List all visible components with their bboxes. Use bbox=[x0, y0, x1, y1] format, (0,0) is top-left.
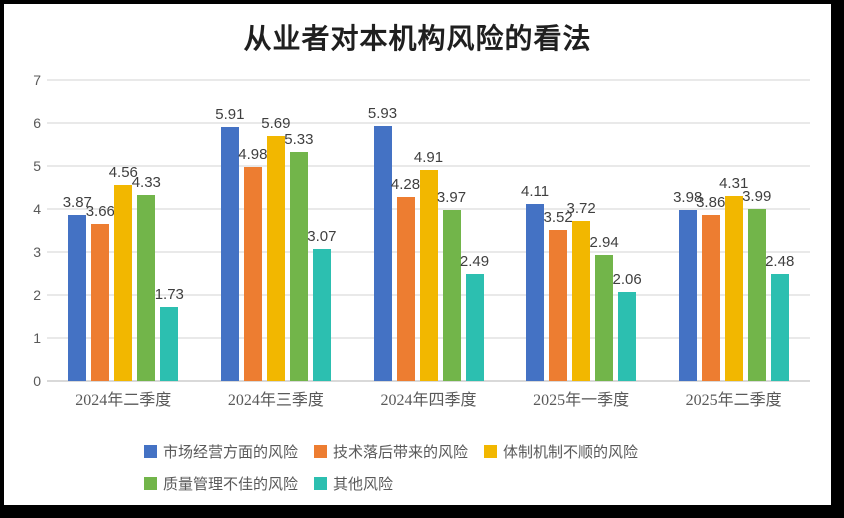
legend-swatch-tech-lag-risk bbox=[314, 445, 328, 458]
data-label-market-operation-risk-group3: 5.93 bbox=[367, 105, 398, 122]
data-label-market-operation-risk-group1: 3.87 bbox=[62, 193, 92, 211]
bar-market-operation-risk-group1 bbox=[68, 214, 87, 381]
bar-market-operation-risk-group4 bbox=[526, 204, 545, 381]
legend-swatch-quality-management-risk bbox=[144, 477, 157, 490]
data-label-system-mechanism-risk-group5: 4.31 bbox=[719, 174, 749, 192]
data-label-quality-management-risk-group4: 2.94 bbox=[589, 233, 619, 251]
bar-quality-management-risk-group4 bbox=[595, 254, 614, 381]
bar-system-mechanism-risk-group4 bbox=[572, 221, 591, 381]
legend-label-market-operation-risk: 市场经营方面的风险 bbox=[163, 445, 299, 461]
legend-item-market-operation-risk: 市场经营方面的风险 bbox=[144, 441, 298, 462]
data-label-other-risk-group4: 2.06 bbox=[612, 271, 642, 289]
bar-market-operation-risk-group5 bbox=[678, 209, 697, 381]
data-label-system-mechanism-risk-group3: 4.91 bbox=[413, 148, 444, 166]
x-axis-label-group1: 2024年二季度 bbox=[75, 392, 172, 409]
data-label-market-operation-risk-group4: 4.11 bbox=[521, 183, 550, 201]
bar-tech-lag-risk-group2 bbox=[243, 166, 262, 381]
y-axis-tick-0: 0 bbox=[33, 373, 41, 389]
bar-other-risk-group2 bbox=[312, 248, 331, 381]
bar-tech-lag-risk-group3 bbox=[396, 196, 415, 381]
bar-tech-lag-risk-group4 bbox=[549, 229, 568, 381]
gridline-y6 bbox=[47, 122, 810, 124]
x-axis-label-group5: 2025年二季度 bbox=[685, 392, 782, 409]
plot-area: 0 1 2 3 4 5 6 7 3.87 3.66 4.56 4.33 1.73 2024年二季度 5.91… bbox=[4, 4, 831, 505]
legend-item-system-mechanism-risk: 体制机制不顺的风险 bbox=[484, 441, 638, 462]
data-label-system-mechanism-risk-group4: 3.72 bbox=[566, 200, 596, 218]
bar-other-risk-group3 bbox=[465, 273, 484, 381]
data-label-tech-lag-risk-group5: 3.86 bbox=[696, 194, 726, 212]
y-axis-tick-3: 3 bbox=[33, 244, 41, 260]
data-label-quality-management-risk-group5: 3.99 bbox=[742, 188, 772, 206]
legend-item-quality-management-risk: 质量管理不佳的风险 bbox=[144, 473, 298, 494]
bar-other-risk-group5 bbox=[770, 274, 789, 381]
data-label-quality-management-risk-group2: 5.33 bbox=[284, 130, 314, 148]
bar-quality-management-risk-group2 bbox=[289, 151, 308, 381]
bar-other-risk-group1 bbox=[160, 306, 179, 381]
legend-label-quality-management-risk: 质量管理不佳的风险 bbox=[163, 477, 299, 493]
data-label-system-mechanism-risk-group2: 5.69 bbox=[261, 115, 291, 133]
y-axis-tick-6: 6 bbox=[33, 115, 41, 131]
y-axis-tick-4: 4 bbox=[33, 201, 41, 217]
data-label-quality-management-risk-group1: 4.33 bbox=[131, 173, 161, 191]
y-axis-tick-7: 7 bbox=[33, 72, 41, 88]
legend: 市场经营方面的风险 技术落后带来的风险 体制机制不顺的风险质量管理不佳的风险 其他风险 bbox=[144, 441, 704, 494]
legend-label-system-mechanism-risk: 体制机制不顺的风险 bbox=[503, 445, 639, 461]
data-label-system-mechanism-risk-group1: 4.56 bbox=[108, 163, 138, 181]
x-axis-label-group2: 2024年三季度 bbox=[227, 392, 324, 409]
legend-swatch-other-risk bbox=[314, 477, 328, 490]
legend-item-other-risk: 其他风险 bbox=[314, 473, 393, 494]
bar-quality-management-risk-group1 bbox=[137, 194, 156, 381]
y-axis-tick-2: 2 bbox=[33, 287, 41, 303]
y-axis-tick-5: 5 bbox=[33, 158, 41, 174]
data-label-tech-lag-risk-group4: 3.52 bbox=[543, 208, 573, 226]
gridline-y0 bbox=[47, 380, 810, 382]
bar-tech-lag-risk-group1 bbox=[91, 223, 110, 381]
data-label-tech-lag-risk-group2: 4.98 bbox=[238, 145, 268, 163]
data-label-market-operation-risk-group5: 3.98 bbox=[673, 188, 703, 206]
data-label-quality-management-risk-group3: 3.97 bbox=[436, 189, 467, 207]
data-label-market-operation-risk-group2: 5.91 bbox=[215, 105, 245, 123]
legend-label-tech-lag-risk: 技术落后带来的风险 bbox=[333, 445, 469, 461]
x-axis-label-group3: 2024年四季度 bbox=[380, 392, 477, 409]
chart-canvas: 从业者对本机构风险的看法 0 1 2 3 4 5 6 7 3.87 3.66 4.56 4.33 1.7… bbox=[4, 4, 831, 505]
legend-swatch-market-operation-risk bbox=[144, 445, 157, 458]
data-label-tech-lag-risk-group1: 3.66 bbox=[85, 202, 115, 220]
gridline-y5 bbox=[47, 165, 810, 167]
bar-system-mechanism-risk-group3 bbox=[419, 169, 438, 381]
data-label-tech-lag-risk-group3: 4.28 bbox=[390, 175, 421, 193]
data-label-other-risk-group2: 3.07 bbox=[307, 227, 337, 245]
bar-quality-management-risk-group5 bbox=[747, 209, 766, 381]
bar-other-risk-group4 bbox=[618, 292, 637, 381]
legend-item-tech-lag-risk: 技术落后带来的风险 bbox=[314, 441, 468, 462]
data-label-other-risk-group5: 2.48 bbox=[765, 253, 795, 271]
bar-market-operation-risk-group3 bbox=[373, 126, 392, 381]
legend-label-other-risk: 其他风险 bbox=[333, 477, 394, 493]
bar-quality-management-risk-group3 bbox=[442, 210, 461, 381]
data-label-other-risk-group1: 1.73 bbox=[154, 285, 184, 303]
bar-system-mechanism-risk-group5 bbox=[724, 195, 743, 381]
bar-system-mechanism-risk-group1 bbox=[114, 184, 133, 381]
bar-tech-lag-risk-group5 bbox=[701, 215, 720, 381]
legend-swatch-system-mechanism-risk bbox=[484, 445, 498, 458]
x-axis-label-group4: 2025年一季度 bbox=[533, 392, 630, 409]
chart-title: 从业者对本机构风险的看法 bbox=[243, 24, 592, 55]
y-axis-tick-1: 1 bbox=[33, 330, 41, 346]
data-label-other-risk-group3: 2.49 bbox=[459, 252, 490, 270]
gridline-y7 bbox=[47, 79, 810, 81]
bar-market-operation-risk-group2 bbox=[220, 126, 239, 381]
bar-system-mechanism-risk-group2 bbox=[266, 136, 285, 381]
